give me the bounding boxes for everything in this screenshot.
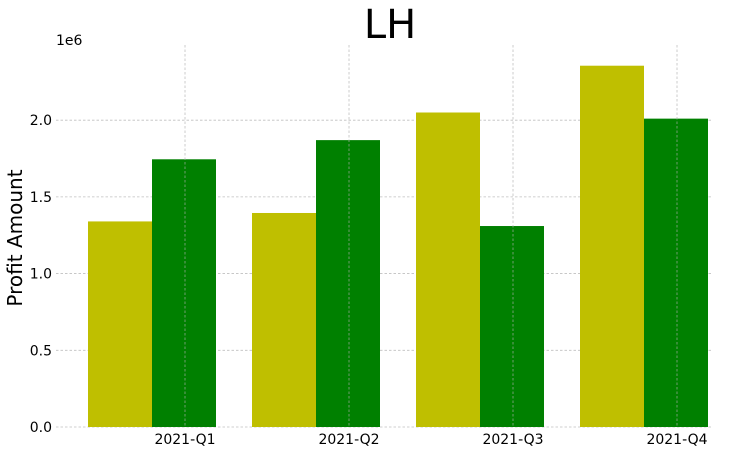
bar-2021-Q2-series-1 [252, 212, 316, 427]
bar-2021-Q3-series-2 [480, 226, 544, 427]
y-tick-label: 1.0 [30, 267, 52, 283]
bars [88, 65, 708, 428]
bar-2021-Q1-series-1 [88, 221, 152, 427]
x-tick-label: 2021-Q2 [318, 432, 379, 448]
y-axis-label: Profit Amount [3, 169, 27, 306]
bar-2021-Q2-series-2 [316, 140, 380, 428]
y-axis-offset-label: 1e6 [56, 33, 83, 49]
chart-title: LH [364, 2, 416, 48]
x-tick-label: 2021-Q1 [154, 432, 215, 448]
bar-2021-Q4-series-1 [580, 65, 644, 427]
x-tick-label: 2021-Q4 [646, 432, 707, 448]
bar-2021-Q4-series-2 [644, 118, 708, 428]
y-tick-label: 0.5 [30, 343, 52, 359]
y-tick-label: 1.5 [30, 190, 52, 206]
bar-2021-Q1-series-2 [152, 159, 216, 428]
bar-2021-Q3-series-1 [416, 112, 480, 427]
tick-labels: 0.0 0.5 1.0 1.5 2.0 2021-Q1 2021-Q2 2021-Q3 2021… [30, 113, 708, 448]
x-tick-label: 2021-Q3 [482, 432, 543, 448]
y-tick-label: 0.0 [30, 420, 52, 436]
y-tick-label: 2.0 [30, 113, 52, 129]
